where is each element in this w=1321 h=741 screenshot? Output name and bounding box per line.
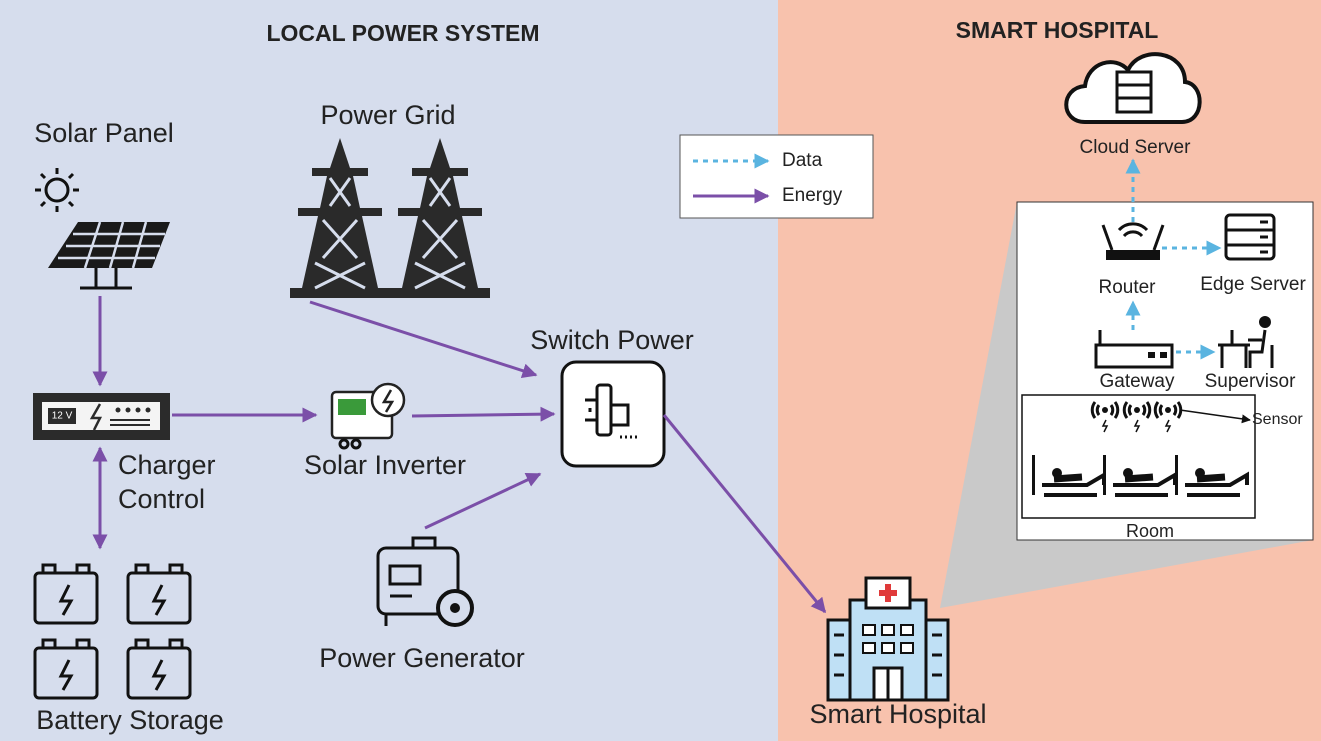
node-label: Switch Power [530,325,694,355]
node-label: Room [1126,521,1174,541]
inverter-icon-part [338,399,366,415]
generator-icon-part [450,603,460,613]
room-box [1022,395,1255,518]
node-label: Power Generator [319,643,525,673]
node-label: Router [1098,277,1156,298]
node-label: Solar Panel [34,118,174,148]
switch-icon [562,362,664,466]
hospital-icon-part [828,620,850,700]
node-label: Sensor [1252,411,1303,428]
switch-icon-part [562,362,664,466]
legend-box [680,135,873,218]
gateway-icon-part [1160,352,1167,358]
panel-title: SMART HOSPITAL [956,17,1159,43]
node-label: Cloud Server [1080,137,1192,158]
supervisor-icon-part [1259,316,1271,328]
legend-label: Energy [782,185,843,206]
node-label: Charger [118,450,216,480]
node-label: Control [118,484,205,514]
edge-server-icon [1226,215,1274,259]
gateway-icon-part [1148,352,1155,358]
charger-icon-part [146,408,151,413]
legend-label: Data [782,150,823,171]
hospital-icon-part [926,620,948,700]
node-label: Edge Server [1200,274,1306,295]
diagram: LOCAL POWER SYSTEM SMART HOSPITAL Solar … [0,0,1321,741]
charger-icon-part [136,408,141,413]
charger-icon-part [116,408,121,413]
panel-title: LOCAL POWER SYSTEM [266,20,539,46]
node-label: Supervisor [1205,371,1296,392]
inverter-icon-part [372,384,404,416]
node-label: Smart Hospital [809,699,986,729]
cloud-icon-part [1117,72,1151,112]
node-label: Solar Inverter [304,450,466,480]
charger-icon-part [126,408,131,413]
badge: 12 V [52,411,73,422]
router-icon-part [1106,250,1160,260]
node-label: Power Grid [320,100,455,130]
node-label: Gateway [1100,371,1175,392]
node-label: Battery Storage [36,705,224,735]
energy-arrow [412,414,554,416]
